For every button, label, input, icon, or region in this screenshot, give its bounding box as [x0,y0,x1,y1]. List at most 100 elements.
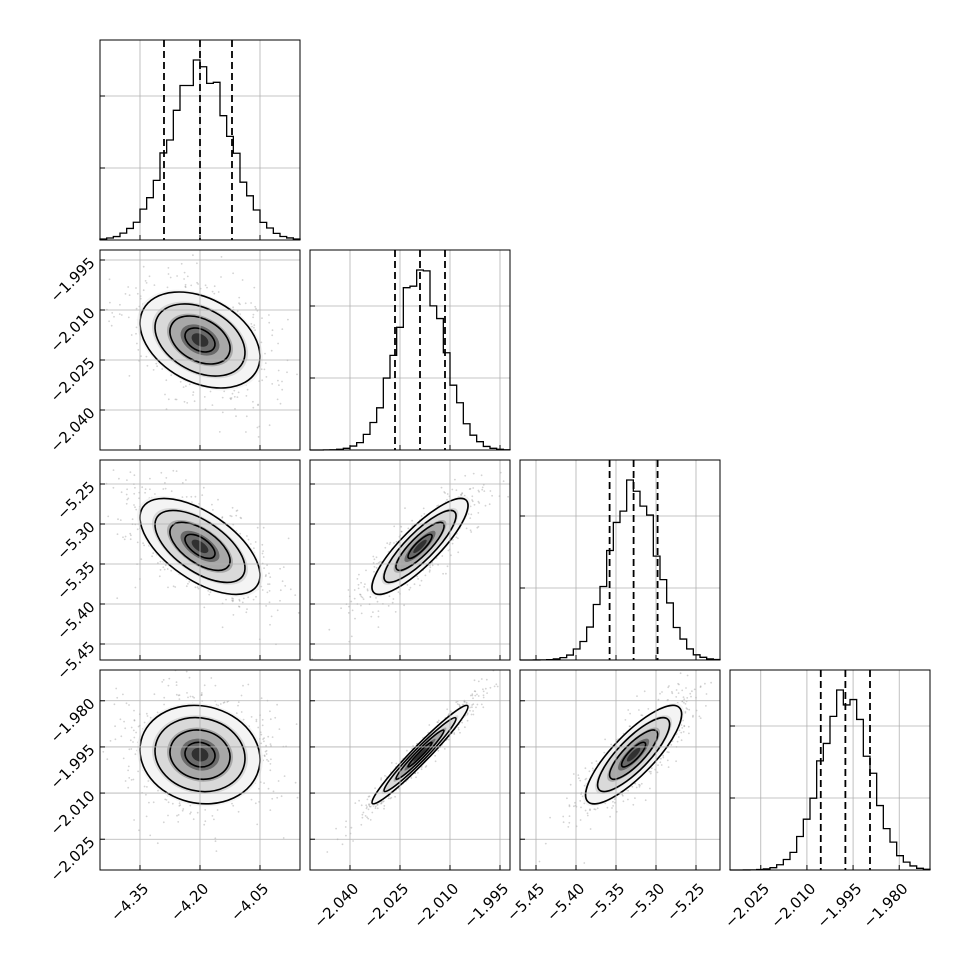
scatter-point [161,368,164,370]
contour-line [184,327,216,353]
scatter-point [203,606,206,609]
scatter-point [437,749,440,752]
scatter-point [135,287,137,289]
scatter-point [237,704,239,707]
scatter-point [183,271,186,274]
scatter-point [471,706,473,709]
scatter-point [126,479,128,481]
scatter-point [455,701,458,703]
scatter-point [676,740,679,743]
scatter-point [328,628,331,631]
scatter-point [249,543,252,545]
scatter-point [473,503,476,506]
scatter-point [229,514,232,517]
scatter-point [614,801,616,804]
scatter-point [464,701,466,703]
scatter-point [260,697,263,700]
scatter-point [178,802,181,805]
scatter-point [211,404,214,406]
scatter-point [238,605,240,608]
scatter-point [133,474,136,477]
panel-3-0-frame [99,669,301,871]
scatter-point [445,572,447,575]
scatter-point [638,785,641,788]
scatter-point [442,572,444,575]
scatter-point [192,254,194,257]
scatter-point [640,782,643,785]
scatter-point [203,396,206,398]
scatter-point [168,677,171,680]
scatter-point [151,555,154,558]
scatter-point [114,725,116,728]
scatter-point [409,586,412,589]
scatter-point [675,696,678,698]
scatter-point [359,593,362,596]
scatter-point [366,806,368,808]
scatter-point [189,695,192,698]
scatter-point [115,687,118,690]
scatter-point [268,321,271,324]
scatter-point [400,530,403,533]
scatter-point [584,809,587,812]
scatter-point [175,398,178,401]
x-tick-label: −4.35 [107,880,152,925]
scatter-point [167,398,170,401]
scatter-point [670,744,673,746]
mark-layer [99,40,931,871]
scatter-point [611,807,613,809]
scatter-point [230,515,233,518]
scatter-point [268,590,271,592]
scatter-point [165,477,168,479]
scatter-point [471,500,474,503]
scatter-point [133,492,136,495]
scatter-point [257,403,259,406]
scatter-point [579,800,582,802]
scatter-point [394,795,396,798]
scatter-point [120,436,122,438]
scatter-point [380,802,382,805]
scatter-point [190,495,193,498]
scatter-point [363,586,366,588]
scatter-point [437,719,440,722]
scatter-point [132,741,134,743]
scatter-point [683,725,686,727]
scatter-point [461,721,464,724]
scatter-point [686,697,689,699]
scatter-point [200,694,203,697]
scatter-point [406,749,408,752]
scatter-point [255,718,258,721]
y-tick-label: −1.995 [47,254,99,306]
scatter-point [671,691,673,693]
scatter-point [375,566,378,569]
scatter-point [196,281,199,284]
scatter-point [191,695,194,698]
scatter-point [255,307,257,310]
scatter-point [640,714,643,716]
scatter-point [391,601,394,604]
scatter-point [584,767,587,770]
scatter-point [419,584,421,587]
y-tick-label: −1.980 [47,695,99,747]
scatter-point [166,568,169,570]
scatter-point [341,843,344,846]
scatter-point [232,599,235,602]
scatter-point [130,726,133,729]
scatter-point [443,748,446,750]
scatter-point [481,488,484,491]
scatter-point [383,805,386,807]
x-tick-label: −2.040 [310,880,362,932]
scatter-point [269,576,272,578]
scatter-point [635,786,638,789]
scatter-point [162,821,165,824]
scatter-point [145,712,148,715]
scatter-point [133,709,135,712]
scatter-point [260,742,263,745]
scatter-point [113,315,115,318]
scatter-point [122,757,125,760]
scatter-point [162,488,165,490]
scatter-point [610,743,613,746]
scatter-point [241,601,244,604]
scatter-point [135,307,138,310]
scatter-point [269,710,271,713]
scatter-point [181,482,184,484]
